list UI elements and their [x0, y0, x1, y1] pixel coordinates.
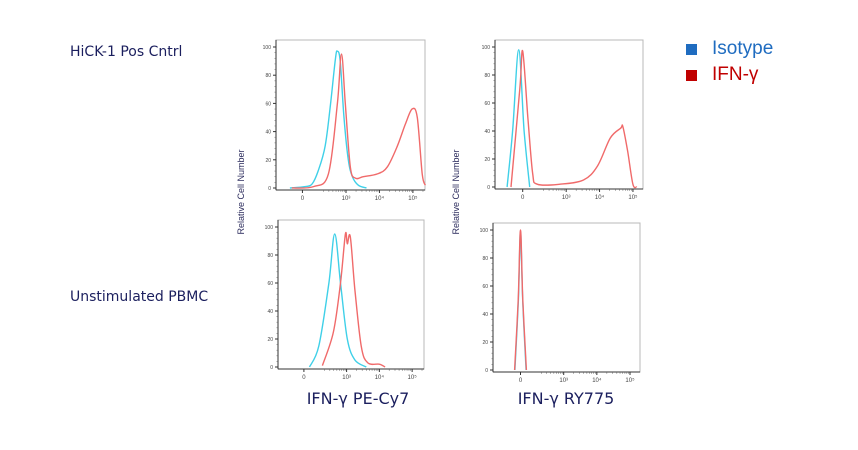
x-tick-label: 10⁴ [592, 377, 602, 384]
legend-item-isotype: Isotype [686, 36, 773, 62]
isotype-swatch [686, 43, 697, 55]
x-tick-label: 0 [302, 375, 306, 381]
y-axis-label: Relative Cell Number [451, 149, 461, 234]
y-tick-label: 60 [265, 101, 271, 107]
x-tick-label: 10⁴ [375, 374, 385, 381]
ifn-swatch [686, 69, 697, 81]
x-tick-label: 10³ [562, 195, 571, 201]
y-tick-label: 60 [482, 284, 488, 290]
x-tick-label: 10⁴ [375, 195, 385, 202]
y-tick-label: 0 [487, 185, 490, 191]
x-tick-label: 10³ [559, 378, 568, 384]
y-tick-label: 0 [485, 368, 488, 374]
legend-label: IFN-γ [712, 64, 759, 85]
y-tick-label: 20 [484, 157, 490, 163]
series-ifn-gamma-line [510, 49, 638, 189]
y-tick-label: 80 [484, 73, 490, 79]
series-ifn-gamma-line [291, 53, 426, 189]
x-tick-label: 0 [519, 378, 523, 384]
x-tick-label: 10⁵ [408, 195, 418, 202]
x-tick-label: 10³ [342, 375, 351, 381]
y-tick-label: 100 [480, 228, 489, 234]
x-tick-label: 10⁵ [628, 194, 638, 201]
y-tick-label: 20 [482, 340, 488, 346]
legend-label: Isotype [712, 38, 774, 59]
y-tick-label: 40 [482, 312, 488, 318]
y-axis-label: Relative Cell Number [236, 149, 246, 234]
y-tick-label: 80 [267, 253, 273, 259]
y-tick-label: 0 [270, 365, 273, 371]
x-tick-label: 10⁵ [625, 377, 635, 384]
x-tick-label: 10³ [342, 196, 351, 202]
x-tick-label: 0 [301, 196, 305, 202]
x-tick-label: 0 [521, 195, 525, 201]
y-tick-label: 100 [482, 45, 491, 51]
y-tick-label: 40 [267, 309, 273, 315]
xlabel-ry775: IFN-γ RY775 [517, 389, 615, 408]
xlabel-pe-cy7: IFN-γ PE-Cy7 [306, 389, 410, 408]
y-tick-label: 0 [268, 186, 271, 192]
legend: Isotype IFN-γ [686, 36, 773, 88]
row-label-unstimulated: Unstimulated PBMC [70, 289, 209, 305]
series-isotype-line [308, 233, 367, 368]
row-label-hick: HiCK-1 Pos Cntrl [70, 44, 183, 60]
x-tick-label: 10⁵ [408, 374, 418, 381]
series-ifn-gamma-line [321, 231, 386, 368]
y-tick-label: 20 [265, 158, 271, 164]
y-tick-label: 80 [265, 73, 271, 79]
y-tick-label: 100 [265, 225, 274, 231]
legend-item-ifn: IFN-γ [686, 62, 773, 88]
series-isotype-line [514, 230, 527, 371]
series-ifn-gamma-line [513, 229, 528, 371]
series-isotype-line [506, 49, 531, 188]
y-tick-label: 80 [482, 256, 488, 262]
y-tick-label: 40 [484, 129, 490, 135]
y-tick-label: 100 [263, 45, 272, 51]
y-tick-label: 20 [267, 337, 273, 343]
y-tick-label: 60 [484, 101, 490, 107]
x-tick-label: 10⁴ [595, 194, 605, 201]
y-tick-label: 60 [267, 281, 273, 287]
y-tick-label: 40 [265, 130, 271, 136]
series-isotype-line [289, 50, 367, 189]
